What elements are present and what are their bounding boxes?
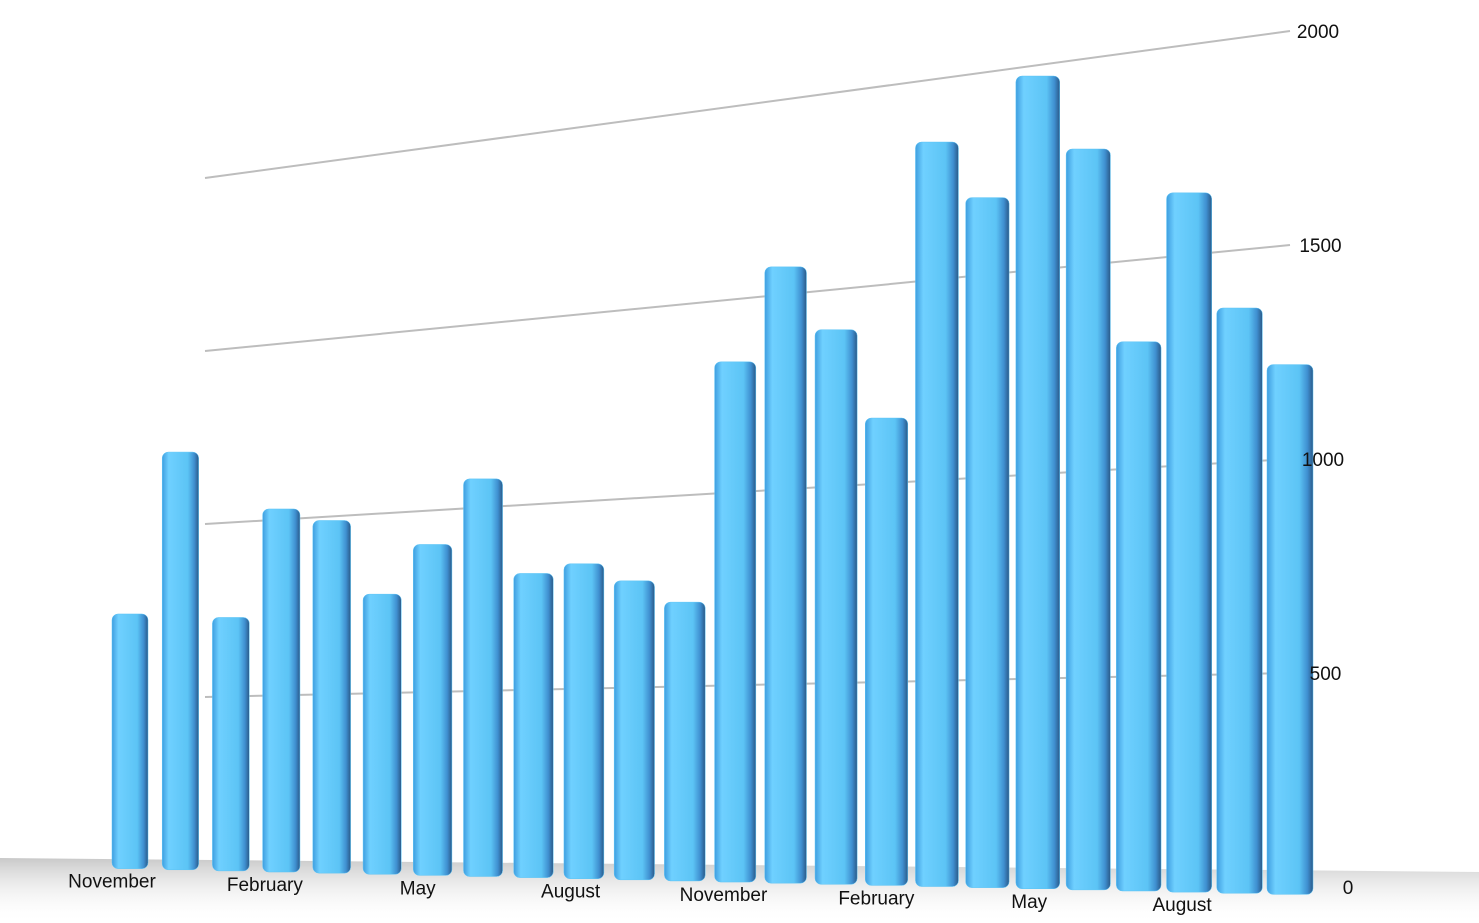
bar bbox=[212, 617, 250, 872]
x-tick-label: February bbox=[838, 888, 915, 909]
bar bbox=[1065, 148, 1111, 891]
x-tick-label: August bbox=[1153, 895, 1213, 916]
bar bbox=[865, 417, 909, 886]
bar bbox=[413, 544, 453, 876]
bar bbox=[814, 329, 858, 885]
y-tick-label: 2000 bbox=[1297, 22, 1339, 43]
bar bbox=[161, 451, 199, 871]
x-tick-label: November bbox=[680, 885, 768, 906]
x-tick-label: May bbox=[1011, 892, 1047, 913]
bar bbox=[714, 361, 757, 883]
y-tick-label: 1000 bbox=[1302, 450, 1344, 471]
bar bbox=[965, 197, 1010, 888]
grid-line bbox=[204, 30, 1291, 179]
bar bbox=[563, 563, 605, 879]
bar bbox=[764, 266, 807, 884]
bars bbox=[111, 75, 1314, 895]
y-tick-label: 0 bbox=[1343, 878, 1354, 899]
grid-line bbox=[204, 244, 1291, 352]
x-tick-label: November bbox=[68, 872, 156, 893]
bar bbox=[1116, 341, 1162, 892]
bar bbox=[613, 580, 655, 881]
bar bbox=[915, 141, 959, 887]
bar bbox=[463, 478, 503, 877]
bar bbox=[1166, 192, 1212, 893]
bar bbox=[664, 601, 706, 882]
y-tick-label: 1500 bbox=[1299, 236, 1341, 257]
bar bbox=[362, 593, 402, 875]
bar bbox=[1216, 307, 1263, 894]
bar bbox=[1266, 364, 1314, 895]
bar bbox=[312, 520, 351, 874]
bar bbox=[262, 508, 301, 873]
x-tick-label: May bbox=[400, 878, 436, 899]
bar bbox=[513, 573, 554, 878]
y-tick-label: 500 bbox=[1310, 664, 1342, 685]
x-tick-label: August bbox=[541, 882, 601, 903]
labels: 0 500 1000 1500 2000 November February May Augus… bbox=[68, 22, 1353, 916]
bar bbox=[111, 613, 149, 869]
bar bbox=[1015, 75, 1060, 890]
x-tick-label: February bbox=[227, 875, 304, 896]
